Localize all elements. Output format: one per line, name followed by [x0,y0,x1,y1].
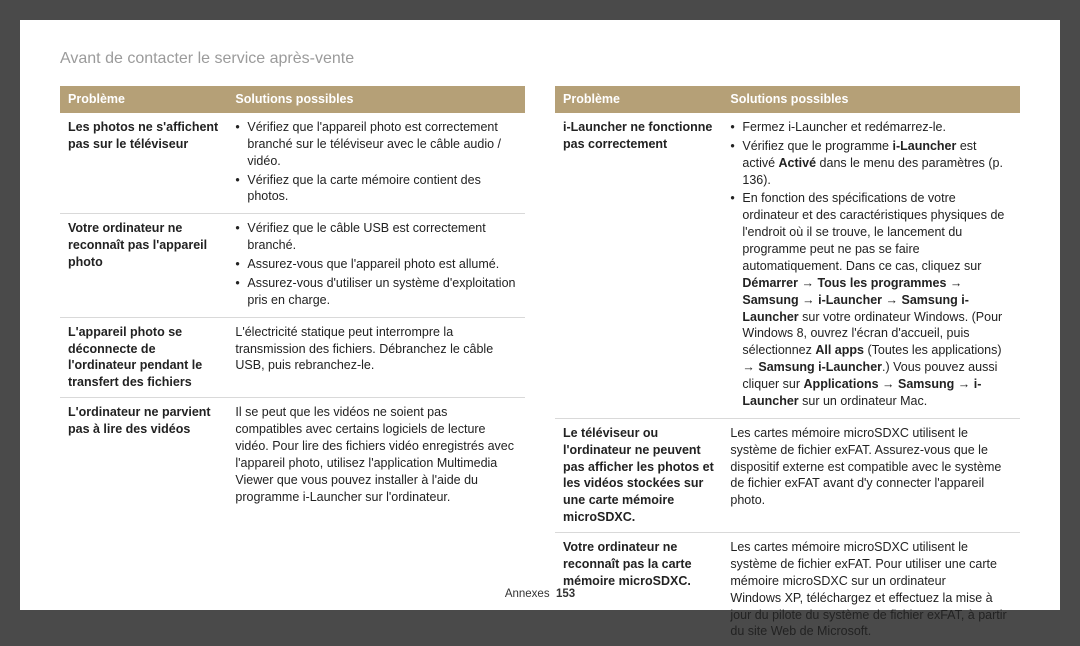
page-footer: Annexes 153 [20,588,1060,600]
footer-page-number: 153 [556,588,575,600]
table-row: Les photos ne s'affichent pas sur le tél… [60,113,525,214]
problem-cell: Les photos ne s'affichent pas sur le tél… [60,113,227,214]
table-row: Le téléviseur ou l'ordinateur ne peuvent… [555,418,1020,532]
troubleshoot-table-right: Problème Solutions possibles i-Launcher … [555,86,1020,646]
page-title: Avant de contacter le service après-vent… [60,50,1020,68]
left-column: Problème Solutions possibles Les photos … [60,86,525,646]
table-row: Votre ordinateur ne reconnaît pas l'appa… [60,214,525,317]
problem-cell: Votre ordinateur ne reconnaît pas l'appa… [60,214,227,317]
solution-cell: Vérifiez que l'appareil photo est correc… [227,113,525,214]
problem-cell: i-Launcher ne fonctionne pas correctemen… [555,113,722,418]
solution-cell: Il se peut que les vidéos ne soient pas … [227,398,525,512]
col-header-problem: Problème [555,86,722,113]
problem-cell: Le téléviseur ou l'ordinateur ne peuvent… [555,418,722,532]
solution-cell: Vérifiez que le câble USB est correcteme… [227,214,525,317]
footer-section: Annexes [505,588,550,600]
right-column: Problème Solutions possibles i-Launcher … [555,86,1020,646]
col-header-solutions: Solutions possibles [227,86,525,113]
problem-cell: L'ordinateur ne parvient pas à lire des … [60,398,227,512]
problem-cell: L'appareil photo se déconnecte de l'ordi… [60,317,227,398]
table-row: L'ordinateur ne parvient pas à lire des … [60,398,525,512]
table-row: i-Launcher ne fonctionne pas correctemen… [555,113,1020,418]
col-header-problem: Problème [60,86,227,113]
solution-cell: L'électricité statique peut interrompre … [227,317,525,398]
solution-cell: Fermez i-Launcher et redémarrez-le.Vérif… [722,113,1020,418]
manual-page: Avant de contacter le service après-vent… [20,20,1060,610]
troubleshoot-table-left: Problème Solutions possibles Les photos … [60,86,525,511]
solution-cell: Les cartes mémoire microSDXC utilisent l… [722,418,1020,532]
table-row: L'appareil photo se déconnecte de l'ordi… [60,317,525,398]
col-header-solutions: Solutions possibles [722,86,1020,113]
content-columns: Problème Solutions possibles Les photos … [60,86,1020,646]
